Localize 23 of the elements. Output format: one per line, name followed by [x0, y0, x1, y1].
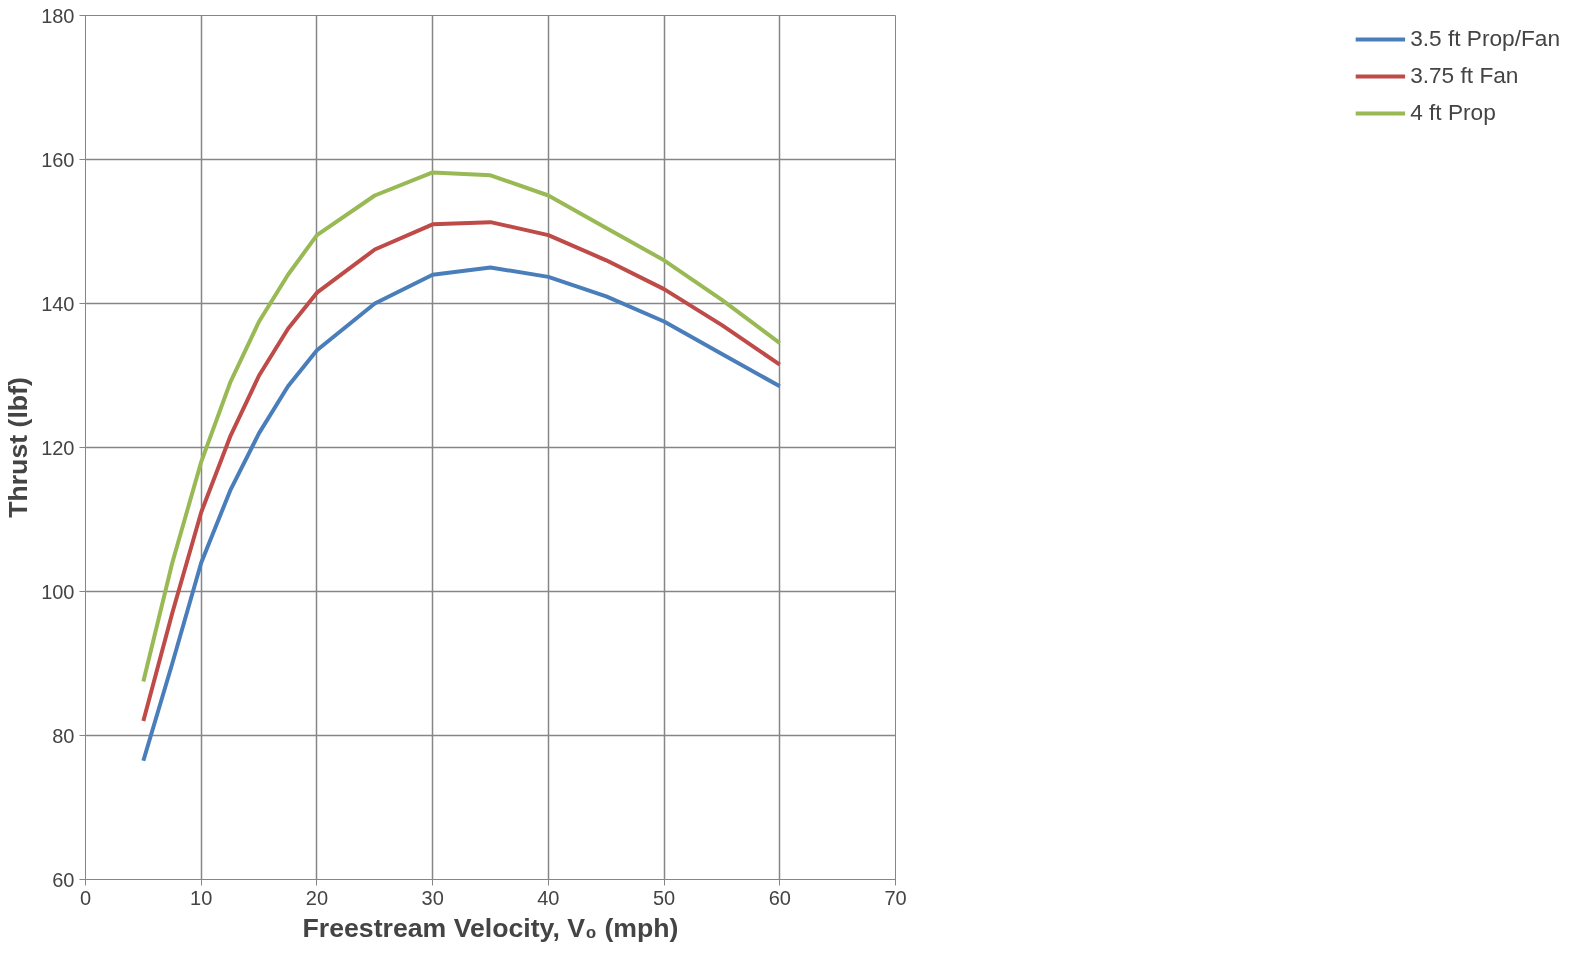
- y-tick-label: 140: [41, 292, 75, 315]
- line-series: [141, 170, 782, 684]
- x-tick-label: 20: [305, 886, 329, 909]
- x-tick-label: 50: [652, 886, 676, 909]
- y-axis-title: Thrust (lbf): [3, 377, 34, 518]
- y-tick-label: 180: [41, 4, 75, 27]
- x-tick-label: 30: [421, 886, 444, 909]
- x-tick-label: 40: [537, 886, 560, 909]
- y-tick-label: 80: [52, 724, 75, 747]
- legend-label: 4 ft Prop: [1410, 99, 1496, 126]
- y-tick-label: 120: [41, 436, 75, 459]
- y-tick-label: 60: [52, 868, 75, 891]
- legend-label: 3.5 ft Prop/Fan: [1410, 25, 1560, 52]
- legend-label: 3.75 ft Fan: [1410, 62, 1519, 89]
- line-series: [141, 265, 782, 763]
- y-tick-label: 160: [41, 148, 75, 171]
- x-tick-label: 10: [190, 886, 213, 909]
- x-tick-label: 0: [79, 886, 92, 909]
- x-tick-label: 70: [884, 886, 907, 909]
- y-tick-label: 100: [41, 580, 75, 603]
- x-tick-label: 60: [768, 886, 791, 909]
- line-series: [141, 220, 782, 724]
- x-axis-title: Freestream Velocity, V₀ (mph): [302, 912, 679, 943]
